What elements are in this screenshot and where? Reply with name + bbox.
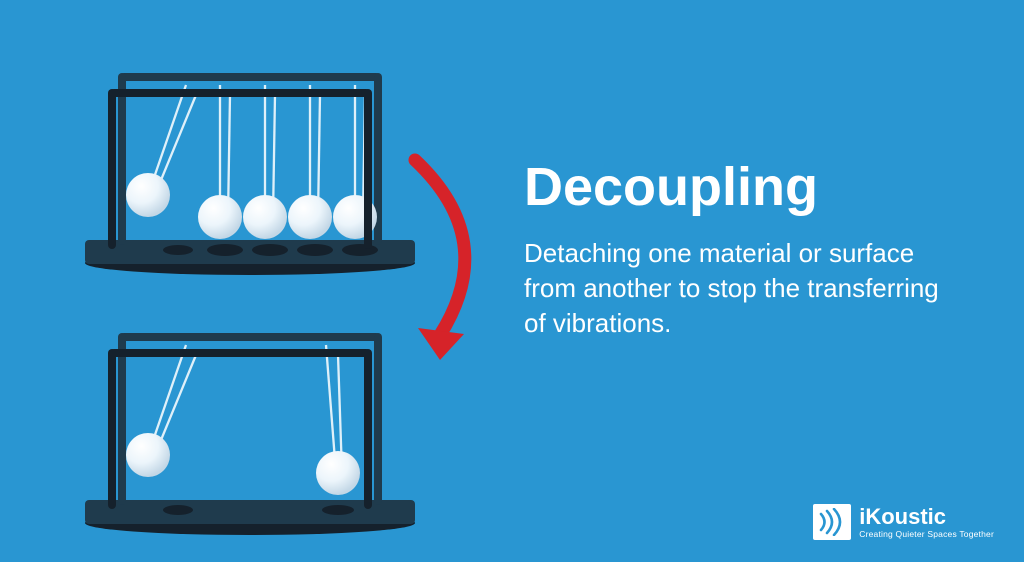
logo-text: iKoustic Creating Quieter Spaces Togethe…	[859, 506, 994, 539]
logo-tagline: Creating Quieter Spaces Together	[859, 530, 994, 539]
logo-name: iKoustic	[859, 506, 994, 528]
brand-logo: iKoustic Creating Quieter Spaces Togethe…	[813, 504, 994, 540]
newtons-cradle-decoupled	[70, 305, 430, 550]
sound-wave-icon	[813, 504, 851, 540]
title: Decoupling	[524, 160, 964, 214]
infographic-canvas: Decoupling Detaching one material or sur…	[0, 0, 1024, 562]
description: Detaching one material or surface from a…	[524, 236, 964, 341]
text-block: Decoupling Detaching one material or sur…	[524, 160, 964, 341]
newtons-cradle-full	[70, 45, 430, 290]
